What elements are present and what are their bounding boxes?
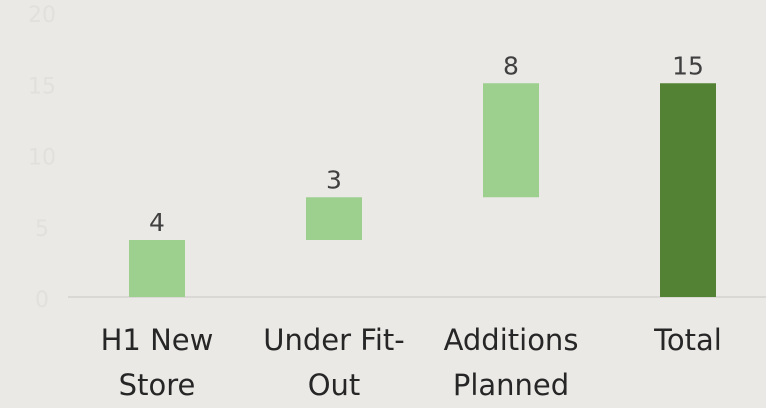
x-tick-label: Total xyxy=(654,323,722,357)
bar xyxy=(129,240,185,297)
bar xyxy=(306,197,362,240)
y-tick-label: 15 xyxy=(28,74,56,99)
bar xyxy=(483,83,539,198)
y-tick-label: 20 xyxy=(28,3,56,28)
y-tick-label: 5 xyxy=(35,217,49,242)
x-tick-label: H1 New Store xyxy=(100,323,214,402)
x-tick-label: Under Fit-Out xyxy=(263,323,405,402)
y-tick-label: 0 xyxy=(35,288,49,313)
x-tick-label: Additions Planned xyxy=(443,323,579,402)
y-tick-label: 10 xyxy=(28,146,56,171)
value-label: 8 xyxy=(503,51,519,80)
value-label: 3 xyxy=(326,165,342,194)
value-label: 15 xyxy=(672,51,704,80)
value-label: 4 xyxy=(149,208,165,237)
bar xyxy=(660,83,716,297)
